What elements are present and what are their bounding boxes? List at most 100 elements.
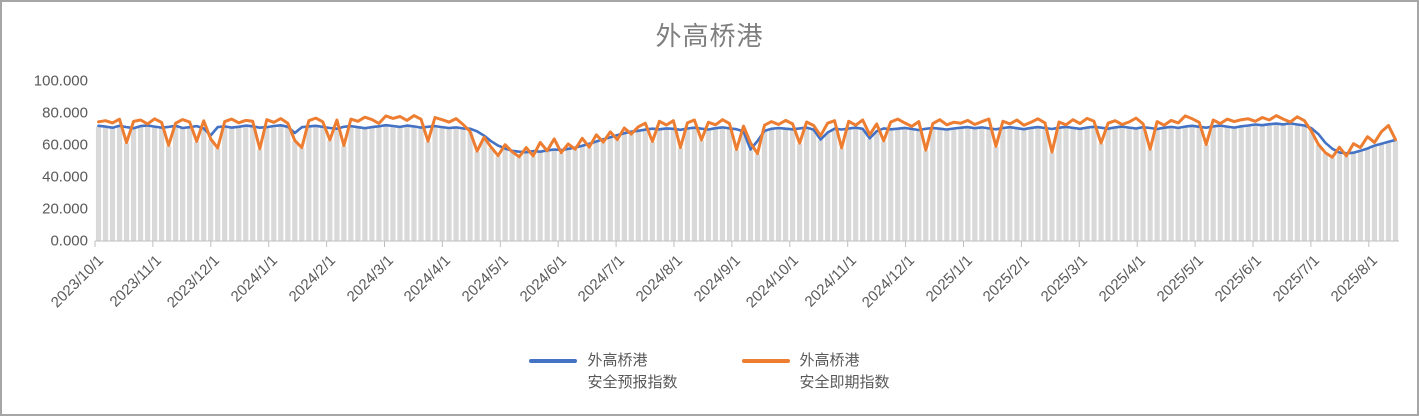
drop-column <box>944 130 950 241</box>
drop-column <box>95 126 102 241</box>
drop-column <box>250 126 256 241</box>
drop-column <box>334 129 340 241</box>
drop-column <box>796 143 803 241</box>
drop-column <box>1231 128 1237 241</box>
drop-column <box>285 127 291 241</box>
drop-column <box>390 126 396 241</box>
drop-column <box>523 152 529 241</box>
drop-column <box>1224 127 1230 241</box>
drop-column <box>1385 142 1392 241</box>
drop-column <box>1378 144 1385 241</box>
drop-column <box>222 127 228 241</box>
drop-column <box>383 125 389 241</box>
drop-column <box>1343 156 1350 241</box>
drop-column <box>180 128 186 241</box>
drop-column <box>130 128 137 241</box>
drop-column <box>818 140 824 241</box>
drop-column <box>1126 128 1132 241</box>
drop-column <box>1077 129 1083 241</box>
drop-column <box>1021 129 1027 241</box>
drop-column <box>1294 125 1300 241</box>
drop-column <box>278 125 284 241</box>
drop-column <box>761 131 768 241</box>
drop-column <box>593 142 599 241</box>
drop-column <box>215 148 221 241</box>
drop-column <box>116 126 123 241</box>
drop-column <box>846 129 852 241</box>
drop-column <box>860 129 866 241</box>
drop-column <box>369 127 375 241</box>
drop-column <box>1035 127 1041 241</box>
drop-column <box>1189 126 1195 241</box>
drop-column <box>1014 128 1020 241</box>
drop-column <box>572 149 578 241</box>
drop-column <box>923 150 929 241</box>
drop-column <box>488 147 494 241</box>
legend-label-spot-name: 外高桥港 <box>799 352 860 369</box>
drop-column <box>663 129 669 241</box>
drop-column <box>1350 153 1357 241</box>
drop-column <box>1182 127 1188 241</box>
drop-column <box>474 151 480 241</box>
drop-column <box>909 129 915 241</box>
drop-column <box>1049 152 1055 241</box>
drop-column <box>1196 127 1202 241</box>
drop-column <box>726 129 733 241</box>
legend-item-forecast: 外高桥港 安全预报指数 <box>529 350 678 394</box>
drop-column <box>1259 125 1265 241</box>
drop-column <box>930 128 936 241</box>
drop-column <box>397 127 403 241</box>
drop-column <box>1084 128 1090 241</box>
drop-column <box>320 127 326 241</box>
drop-column <box>257 149 263 241</box>
drop-column <box>516 157 522 241</box>
drop-column <box>236 127 242 241</box>
drop-column <box>109 128 116 241</box>
drop-column <box>355 127 361 241</box>
drop-column <box>1063 127 1069 241</box>
drop-column <box>670 129 676 241</box>
drop-column <box>495 156 501 241</box>
drop-column <box>481 137 487 241</box>
drop-column <box>965 127 971 241</box>
y-tick-label: 0.000 <box>50 232 88 250</box>
drop-column <box>972 128 978 241</box>
y-tick-label: 100.000 <box>33 72 88 90</box>
drop-column <box>144 126 151 241</box>
drop-column <box>1091 127 1097 241</box>
spot-index-line <box>97 114 1397 159</box>
legend-label-spot-sub: 安全即期指数 <box>799 374 890 391</box>
drop-column <box>102 127 109 241</box>
drop-column <box>166 145 172 241</box>
drop-column <box>1273 124 1279 241</box>
drop-column <box>1322 153 1328 241</box>
drop-column <box>292 141 298 241</box>
drop-column <box>299 148 305 241</box>
drop-column <box>1140 127 1146 241</box>
drop-column <box>614 140 620 241</box>
drop-column <box>684 129 691 241</box>
drop-column <box>439 127 445 241</box>
drop-column <box>194 141 200 241</box>
drop-column <box>159 128 165 241</box>
drop-column <box>1007 127 1013 241</box>
drop-column <box>691 128 698 241</box>
drop-column <box>1119 127 1125 241</box>
drop-column <box>411 127 417 241</box>
y-tick-label: 60.000 <box>42 136 88 154</box>
drop-column <box>1315 145 1321 241</box>
drop-column <box>579 146 585 241</box>
drop-column <box>460 129 466 241</box>
drop-column <box>986 129 992 241</box>
legend-label-spot: 外高桥港 安全即期指数 <box>800 350 890 394</box>
drop-column <box>446 128 452 241</box>
drop-column <box>271 126 277 241</box>
drop-column <box>1098 143 1104 241</box>
drop-column <box>123 143 130 241</box>
drop-column <box>537 152 543 241</box>
forecast-index-line <box>97 122 1397 155</box>
drop-column <box>677 148 683 241</box>
drop-column <box>600 142 606 241</box>
drop-column <box>993 146 999 241</box>
